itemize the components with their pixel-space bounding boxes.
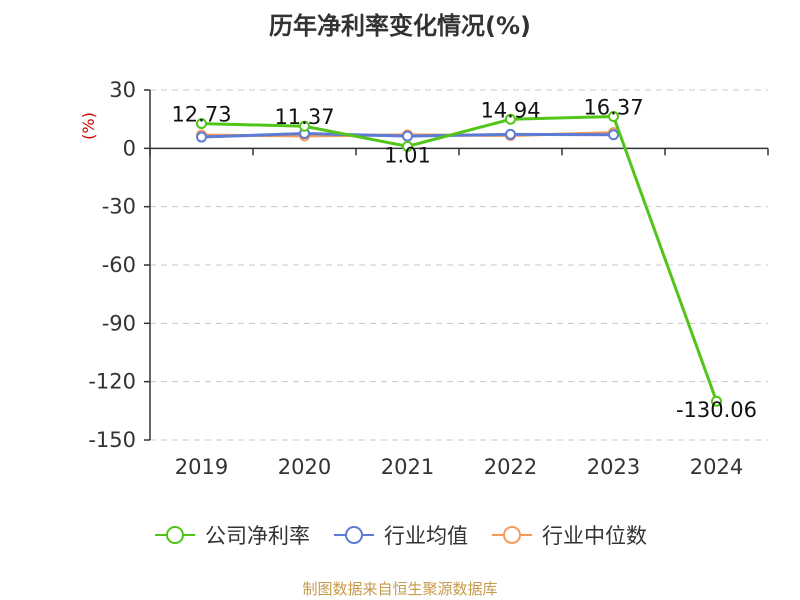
data-label: 12.73 xyxy=(171,103,231,127)
series-line xyxy=(201,114,718,402)
data-point xyxy=(196,131,207,143)
x-tick-label: 2020 xyxy=(278,455,331,479)
data-point xyxy=(402,130,413,142)
data-label: 14.94 xyxy=(480,98,540,122)
legend-label-company: 公司净利率 xyxy=(205,524,310,548)
legend-marker-industry-median xyxy=(492,526,532,544)
x-tick-label: 2022 xyxy=(484,455,537,479)
axes xyxy=(144,89,769,441)
data-point xyxy=(711,395,722,407)
legend-item-company[interactable]: 公司净利率 xyxy=(153,520,310,550)
data-point xyxy=(608,129,619,141)
x-tick-label: 2023 xyxy=(587,455,640,479)
x-tick-labels: 2019 2020 2021 2022 2023 2024 xyxy=(175,455,743,479)
y-tick-label: 30 xyxy=(109,78,136,102)
grid-lines xyxy=(150,89,768,441)
y-tick-label: -90 xyxy=(102,311,136,335)
y-tick-label: -120 xyxy=(88,370,136,394)
series-lines xyxy=(196,111,722,407)
legend-marker-company xyxy=(155,526,195,544)
source-footer: 制图数据来自恒生聚源数据库 xyxy=(302,580,498,598)
chart-title: 历年净利率变化情况(%) xyxy=(269,12,531,40)
y-tick-label: -60 xyxy=(102,253,136,277)
legend-item-industry-median[interactable]: 行业中位数 xyxy=(490,520,647,550)
x-tick-label: 2024 xyxy=(690,455,743,479)
data-labels: 12.73 11.37 1.01 14.94 16.37 -130.06 xyxy=(171,96,757,423)
data-label: 16.37 xyxy=(583,96,643,120)
legend: 公司净利率 行业均值 行业中位数 xyxy=(0,520,800,550)
y-tick-label: 0 xyxy=(123,136,136,160)
data-point xyxy=(608,111,619,123)
data-label: 1.01 xyxy=(384,143,431,167)
legend-item-industry-mean[interactable]: 行业均值 xyxy=(332,520,468,550)
data-point xyxy=(299,120,310,132)
data-point xyxy=(505,128,516,140)
legend-marker-industry-mean xyxy=(334,526,374,544)
data-point xyxy=(505,113,516,125)
y-tick-label: -150 xyxy=(88,428,136,452)
legend-label-industry-median: 行业中位数 xyxy=(542,524,647,548)
data-point xyxy=(196,118,207,130)
data-label: 11.37 xyxy=(274,105,334,129)
legend-label-industry-mean: 行业均值 xyxy=(384,524,468,548)
y-tick-label: -30 xyxy=(102,195,136,219)
x-tick-label: 2021 xyxy=(381,455,434,479)
x-tick-label: 2019 xyxy=(175,455,228,479)
y-axis-label: (%) xyxy=(79,112,98,140)
y-tick-labels: 30 0 -30 -60 -90 -120 -150 xyxy=(88,78,136,452)
data-point xyxy=(402,140,413,152)
data-label: -130.06 xyxy=(676,398,757,422)
